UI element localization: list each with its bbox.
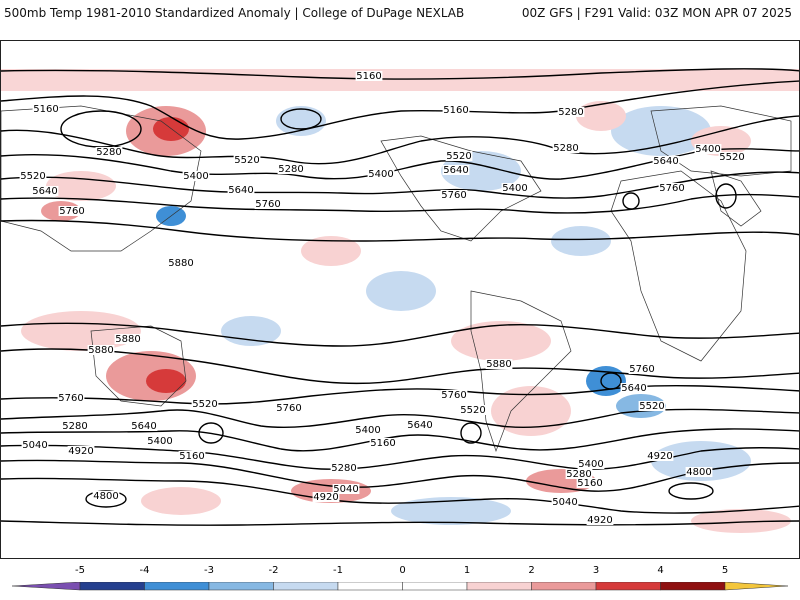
contour-label: 5760 [59, 206, 84, 217]
contour-label: 5520 [639, 401, 664, 412]
colorbar-tick-label: 2 [528, 565, 535, 576]
run-info: 00Z GFS | F291 Valid: 03Z MON APR 07 202… [521, 6, 792, 20]
contour-label: 5760 [659, 183, 684, 194]
colorbar-tick-label: 4 [657, 565, 664, 576]
contour-label: 5880 [115, 334, 140, 345]
contour-label: 5520 [234, 155, 259, 166]
contour-label: 5640 [32, 186, 57, 197]
contour-label: 5760 [255, 199, 280, 210]
colorbar-arrow-high [724, 582, 789, 591]
map-panel[interactable]: 5160 5160 5160 5280 5280 5280 5520 5520 5640 5640… [0, 40, 800, 559]
contour-label: 4920 [647, 451, 672, 462]
contour-label: 5760 [441, 190, 466, 201]
contour-label: 5400 [368, 169, 393, 180]
contour-label: 5160 [33, 104, 58, 115]
contour-label: 5760 [58, 393, 83, 404]
contour-label: 5640 [407, 420, 432, 431]
contour-label: 5280 [96, 147, 121, 158]
colorbar-segment [402, 582, 468, 591]
contour-label: 5640 [443, 165, 468, 176]
colorbar: -5 -4 -3 -2 -1 0 1 2 3 4 5 [0, 565, 800, 600]
contour-label: 5760 [629, 364, 654, 375]
contour-label: 5280 [566, 469, 591, 480]
coastlines [1, 105, 792, 453]
contour-label: 5040 [333, 484, 358, 495]
contour-label: 5280 [553, 143, 578, 154]
colorbar-tick-label: -2 [268, 565, 279, 576]
colorbar-tick-label: -1 [333, 565, 343, 576]
contour-label: 5520 [20, 171, 45, 182]
contour-label: 5640 [653, 156, 678, 167]
contour-label: 5880 [168, 258, 193, 269]
contour-label: 5760 [441, 390, 466, 401]
contour-label: 5400 [147, 436, 172, 447]
contour-label: 5640 [228, 185, 253, 196]
contour-label: 4920 [313, 492, 338, 503]
contour-label: 5160 [443, 105, 468, 116]
contour-label: 5520 [446, 151, 471, 162]
contour-label: 5400 [183, 171, 208, 182]
colorbar-tick-label: 0 [399, 565, 406, 576]
colorbar-tick-label: 1 [463, 565, 471, 576]
contour-label: 4800 [686, 467, 711, 478]
contour-label: 5880 [486, 359, 511, 370]
contour-label: 5760 [276, 403, 301, 414]
height-contours [1, 68, 799, 526]
colorbar-scale [11, 582, 789, 591]
contour-label: 4800 [93, 491, 118, 502]
contour-label: 5280 [278, 164, 303, 175]
contour-label: 5280 [558, 107, 583, 118]
colorbar-tick-label: 3 [592, 565, 600, 576]
anomaly-shading [1, 69, 799, 533]
contour-label: 5520 [719, 152, 744, 163]
contour-label: 5400 [502, 183, 527, 194]
contour-label: 5160 [356, 71, 381, 82]
colorbar-tick-label: -3 [204, 565, 214, 576]
colorbar-segment [208, 582, 274, 591]
contour-label: 5520 [460, 405, 485, 416]
contour-label: 5280 [62, 421, 87, 432]
contour-label: 5160 [577, 478, 602, 489]
contour-label: 5640 [621, 383, 646, 394]
contour-label: 5520 [192, 399, 217, 410]
colorbar-segment [660, 582, 726, 591]
contour-label: 5880 [88, 345, 113, 356]
contour-label: 5160 [179, 451, 204, 462]
colorbar-segment [337, 582, 403, 591]
colorbar-tick-label: -4 [139, 565, 150, 576]
colorbar-segment [531, 582, 597, 591]
colorbar-segment [144, 582, 210, 591]
contour-label: 5640 [131, 421, 156, 432]
contour-label: 5160 [370, 438, 395, 449]
colorbar-tick-label: 5 [721, 565, 729, 576]
contour-label: 5400 [355, 425, 380, 436]
contour-label: 5400 [578, 459, 603, 470]
contour-label: 4920 [587, 515, 612, 526]
contour-label: 5280 [331, 463, 356, 474]
contour-label: 5400 [695, 144, 720, 155]
contour-label: 4920 [68, 446, 93, 457]
colorbar-tick-label: -5 [75, 565, 85, 576]
colorbar-arrow-low [11, 582, 81, 591]
colorbar-segment [79, 582, 145, 591]
colorbar-segment [273, 582, 339, 591]
contour-label: 5040 [22, 440, 47, 451]
contour-label: 5040 [552, 497, 577, 508]
colorbar-segment [595, 582, 661, 591]
colorbar-ticks: -5 -4 -3 -2 -1 0 1 2 3 4 5 [0, 565, 800, 579]
colorbar-segment [466, 582, 532, 591]
map-title: 500mb Temp 1981-2010 Standardized Anomal… [4, 6, 465, 20]
